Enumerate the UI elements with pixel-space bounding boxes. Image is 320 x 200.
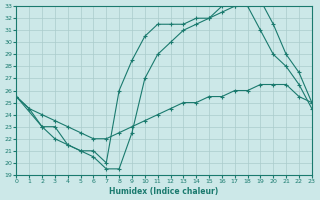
X-axis label: Humidex (Indice chaleur): Humidex (Indice chaleur) (109, 187, 219, 196)
